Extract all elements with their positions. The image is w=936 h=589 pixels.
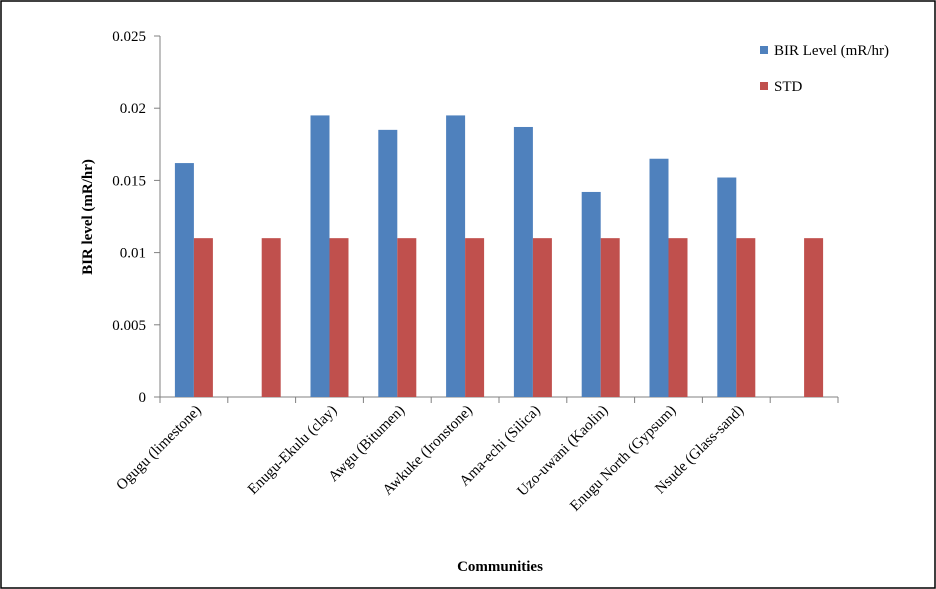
bars <box>174 115 824 398</box>
legend-swatch <box>760 82 768 90</box>
y-tick-label: 0.02 <box>120 101 146 117</box>
bir-bar <box>513 126 533 398</box>
y-tick-label: 0.015 <box>112 173 146 189</box>
bir-bar <box>649 158 669 397</box>
std-bar <box>600 238 620 397</box>
legend: BIR Level (mR/hr) STD <box>760 43 889 95</box>
std-bar <box>736 238 756 397</box>
bir-bar <box>446 115 466 398</box>
legend-label: STD <box>774 79 803 95</box>
y-axis: 0 0.005 0.01 0.015 0.02 0.025 <box>112 29 161 406</box>
y-tick-label: 0.01 <box>120 246 146 262</box>
legend-swatch <box>760 46 768 54</box>
bir-bar <box>310 115 330 398</box>
bir-bar <box>174 163 194 397</box>
y-tick-label: 0.005 <box>112 318 146 334</box>
std-bar <box>397 238 417 397</box>
std-bar <box>329 238 349 397</box>
bir-bar <box>378 129 398 398</box>
x-axis-title: Communities <box>457 559 543 575</box>
bir-bar <box>581 191 601 397</box>
y-axis-title: BIR level (mR/hr) <box>80 159 96 275</box>
std-bar <box>193 238 213 397</box>
std-bar <box>668 238 688 397</box>
std-bar <box>804 238 824 397</box>
std-bar <box>465 238 485 397</box>
legend-label: BIR Level (mR/hr) <box>774 43 889 59</box>
std-bar <box>532 238 552 397</box>
y-tick-label: 0.025 <box>112 29 146 45</box>
bir-bar <box>717 177 737 397</box>
std-bar <box>261 238 281 397</box>
y-tick-label: 0 <box>139 390 147 406</box>
